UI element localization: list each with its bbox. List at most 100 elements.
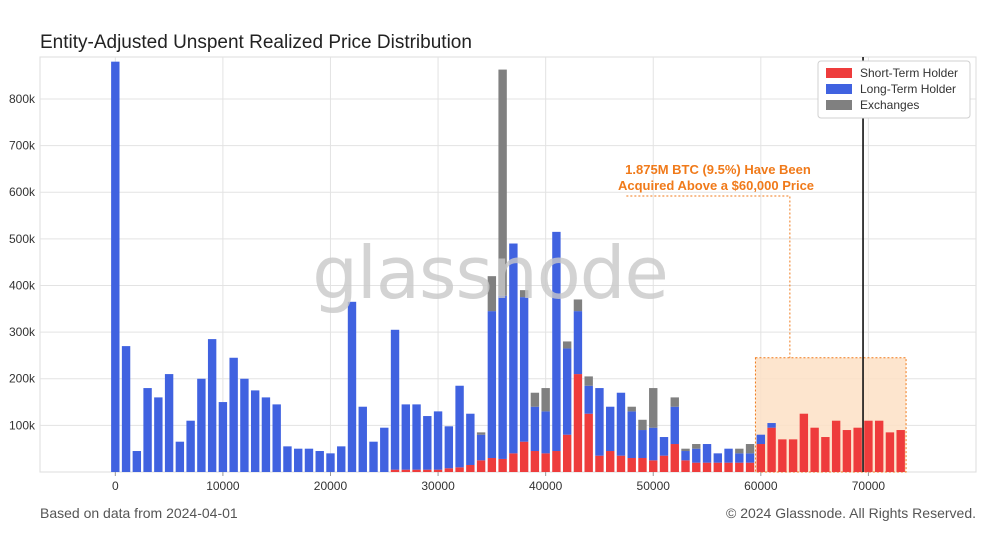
legend-swatch [826, 84, 852, 94]
bar-short-term-holder [799, 413, 809, 472]
bar-exchanges [498, 69, 507, 296]
x-tick-label: 60000 [744, 479, 778, 493]
bar-long-term-holder [444, 426, 454, 469]
bar-long-term-holder [326, 453, 335, 472]
bar-long-term-holder [197, 378, 206, 472]
bar-long-term-holder [606, 406, 615, 452]
bar-long-term-holder [670, 406, 679, 445]
bar-long-term-holder [724, 448, 733, 463]
bar-short-term-holder [573, 374, 583, 472]
bar-long-term-holder [433, 411, 443, 470]
legend-label: Long-Term Holder [860, 82, 956, 96]
legend-swatch [826, 100, 852, 110]
y-tick-label: 700k [9, 139, 36, 153]
bar-long-term-holder [240, 378, 249, 472]
legend-box [817, 60, 971, 119]
bar-long-term-holder [294, 448, 303, 472]
chart-title: Entity-Adjusted Unspent Realized Price D… [40, 32, 472, 53]
y-tick-label: 800k [9, 92, 36, 106]
bar-short-term-holder [498, 458, 507, 472]
bar-short-term-holder [433, 469, 443, 472]
bar-long-term-holder [659, 437, 669, 456]
bar-long-term-holder [250, 390, 260, 472]
bar-short-term-holder [595, 455, 604, 472]
bar-long-term-holder [627, 411, 636, 459]
x-tick-label: 0 [112, 479, 119, 493]
bar-short-term-holder [853, 427, 862, 472]
bar-short-term-holder [519, 441, 529, 472]
bar-long-term-holder [380, 427, 389, 472]
bar-short-term-holder [885, 432, 895, 472]
bar-exchanges [735, 448, 744, 454]
bar-short-term-holder [476, 460, 486, 472]
bar-short-term-holder [842, 430, 852, 472]
bar-exchanges [681, 448, 690, 452]
bar-short-term-holder [810, 427, 819, 472]
y-tick-label: 300k [9, 325, 36, 339]
bar-long-term-holder [756, 434, 766, 445]
bar-short-term-holder [831, 420, 841, 472]
bar-long-term-holder [272, 404, 281, 472]
bar-exchanges [562, 341, 572, 349]
bar-long-term-holder [423, 416, 432, 470]
bar-short-term-holder [401, 469, 410, 472]
highlight-region [754, 357, 907, 473]
bar-short-term-holder [444, 468, 454, 472]
bar-long-term-holder [143, 388, 152, 472]
bar-long-term-holder [111, 61, 120, 472]
bar-long-term-holder [616, 392, 626, 456]
bar-long-term-holder [369, 441, 378, 472]
bar-long-term-holder [132, 451, 142, 472]
bar-long-term-holder [681, 451, 690, 461]
bar-long-term-holder [735, 453, 744, 463]
bar-short-term-holder [724, 462, 733, 472]
x-tick-label: 40000 [529, 479, 563, 493]
bar-long-term-holder [207, 339, 217, 472]
bar-exchanges [745, 444, 755, 454]
bar-long-term-holder [218, 402, 228, 472]
bar-short-term-holder [423, 469, 432, 472]
bar-long-term-holder [154, 397, 163, 472]
bar-long-term-holder [767, 423, 776, 428]
footer-copyright: © 2024 Glassnode. All Rights Reserved. [725, 505, 976, 521]
legend-swatch [826, 68, 852, 78]
bar-short-term-holder [487, 458, 497, 472]
bar-long-term-holder [702, 444, 712, 463]
bar-exchanges [584, 376, 593, 386]
bar-exchanges [530, 392, 540, 407]
bar-long-term-holder [304, 448, 314, 472]
bar-long-term-holder [584, 385, 593, 414]
bar-long-term-holder [412, 404, 421, 470]
bar-short-term-holder [606, 451, 615, 472]
bar-long-term-holder [552, 231, 561, 452]
bar-long-term-holder [713, 453, 722, 463]
bar-long-term-holder [573, 311, 583, 375]
bar-short-term-holder [616, 455, 626, 472]
bar-long-term-holder [261, 397, 271, 472]
x-tick-label: 30000 [421, 479, 455, 493]
bar-short-term-holder [659, 455, 669, 472]
bar-short-term-holder [509, 453, 518, 472]
bar-exchanges [670, 397, 679, 407]
bar-long-term-holder [498, 295, 507, 459]
bar-long-term-holder [466, 413, 475, 466]
x-tick-label: 70000 [852, 479, 886, 493]
bar-short-term-holder [530, 451, 540, 472]
bar-short-term-holder [552, 451, 561, 472]
bar-long-term-holder [337, 446, 346, 472]
bar-long-term-holder [476, 434, 486, 461]
bar-long-term-holder [595, 388, 604, 456]
bar-long-term-holder [745, 453, 755, 463]
bar-long-term-holder [186, 420, 195, 472]
bar-exchanges [627, 406, 636, 412]
bar-exchanges [541, 388, 550, 412]
bar-short-term-holder [455, 467, 464, 472]
x-tick-label: 20000 [314, 479, 348, 493]
bar-short-term-holder [864, 420, 873, 472]
bar-long-term-holder [638, 430, 647, 459]
bar-short-term-holder [681, 460, 690, 472]
bar-long-term-holder [358, 406, 367, 472]
bar-short-term-holder [767, 427, 776, 472]
bar-long-term-holder [541, 411, 550, 454]
